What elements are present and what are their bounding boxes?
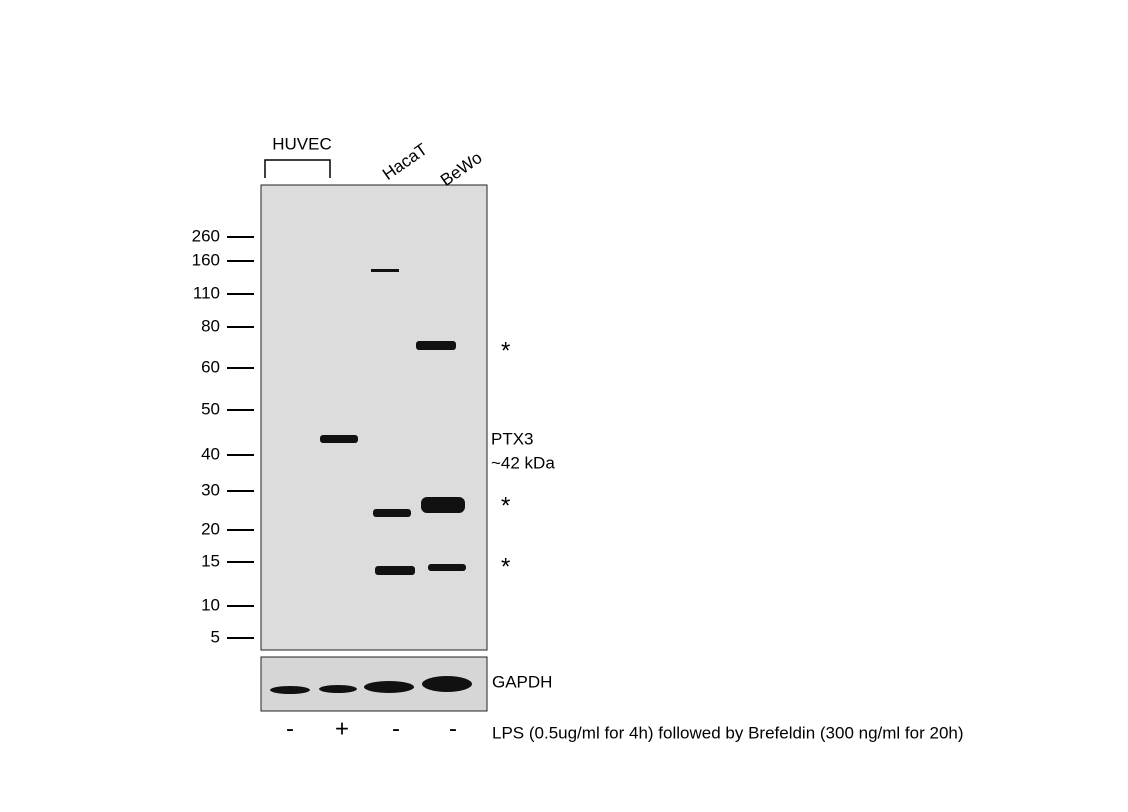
- band: [364, 681, 414, 693]
- band: [270, 686, 310, 694]
- marker-label: 110: [193, 283, 220, 302]
- band: [428, 564, 466, 571]
- star: *: [501, 553, 510, 580]
- band: [371, 269, 399, 272]
- marker-label: 60: [201, 357, 220, 376]
- blot-panel: [260, 184, 488, 651]
- size-label: ~42 kDa: [491, 453, 555, 472]
- group-bracket: [264, 159, 331, 178]
- band: [320, 435, 358, 443]
- marker-label: 10: [201, 595, 220, 614]
- marker-label: 80: [201, 316, 220, 335]
- marker-label: 15: [201, 551, 220, 570]
- treatment-description: LPS (0.5ug/ml for 4h) followed by Brefel…: [492, 723, 964, 742]
- band: [375, 566, 415, 575]
- bands: [270, 269, 472, 694]
- loading-control-label: GAPDH: [492, 672, 552, 691]
- marker-label: 160: [192, 250, 220, 269]
- marker-label: 20: [201, 519, 220, 538]
- band: [319, 685, 357, 693]
- marker-label: 5: [211, 627, 220, 646]
- star: *: [501, 337, 510, 364]
- treatment-sign: +: [335, 715, 349, 742]
- band: [422, 676, 472, 692]
- band: [373, 509, 411, 517]
- group-label: HUVEC: [272, 134, 332, 153]
- band: [421, 497, 465, 513]
- marker-label: 40: [201, 444, 220, 463]
- treatment-sign: -: [286, 715, 294, 742]
- band: [416, 341, 456, 350]
- treatment-sign: -: [449, 715, 457, 742]
- marker-label: 50: [201, 399, 220, 418]
- treatment-sign: -: [392, 715, 400, 742]
- marker-label: 260: [192, 226, 220, 245]
- star: *: [501, 492, 510, 519]
- target-label: PTX3: [491, 429, 534, 448]
- marker-label: 30: [201, 480, 220, 499]
